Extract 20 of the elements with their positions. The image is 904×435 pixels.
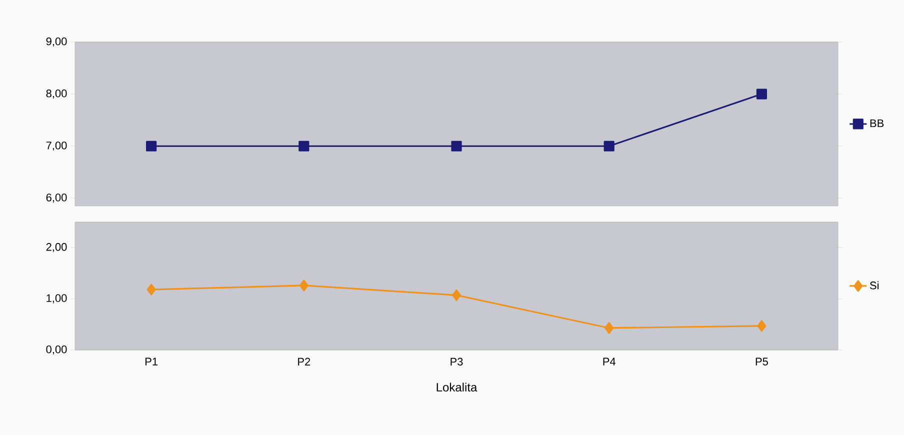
legend-label: Si (870, 281, 879, 290)
x-tick-label: P1 (145, 358, 158, 366)
y-tick-label: 6,00 (46, 194, 67, 203)
y-tick-label: 2,00 (46, 243, 67, 252)
y-tick-label: 9,00 (46, 37, 67, 47)
point (604, 322, 614, 334)
x-tick-label: P4 (603, 358, 616, 366)
point (299, 280, 308, 292)
y-tick-label: 1,00 (46, 294, 67, 304)
y-tick-label: 0,00 (46, 345, 67, 355)
x-tick-label: P2 (298, 358, 310, 366)
legend-label: BB (870, 119, 884, 128)
y-tick-label: 7,00 (46, 142, 67, 151)
point (146, 284, 156, 296)
point (452, 289, 462, 302)
x-tick-label: P3 (450, 358, 463, 366)
x-axis-title: Lokalita (436, 382, 478, 392)
x-tick-label: P5 (756, 358, 768, 366)
y-tick-label: 8,00 (46, 90, 67, 99)
point (757, 320, 766, 332)
